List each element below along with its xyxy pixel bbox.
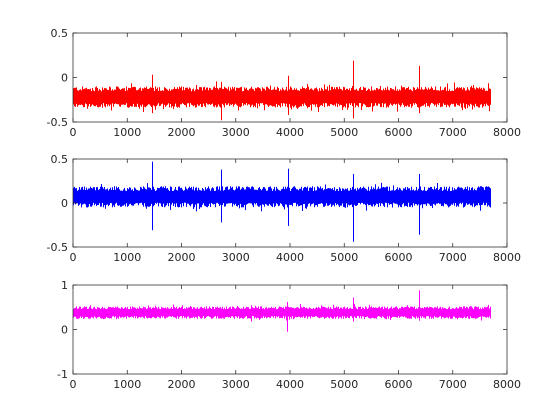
x-tick-label: 3000 bbox=[222, 378, 250, 391]
x-tick-label: 4000 bbox=[276, 251, 304, 264]
x-tick-label: 6000 bbox=[385, 378, 413, 391]
subplot-1: 0 1000 2000 3000 4000 5000 6000 7000 8000-0.500.… bbox=[47, 27, 521, 139]
x-tick-label: 7000 bbox=[439, 251, 467, 264]
plot-area bbox=[73, 33, 507, 122]
x-tick-label: 1000 bbox=[113, 378, 141, 391]
x-tick-label: 8000 bbox=[493, 378, 521, 391]
x-tick-label: 8000 bbox=[493, 251, 521, 264]
x-tick-label: 0 bbox=[70, 378, 77, 391]
x-tick-label: 4000 bbox=[276, 378, 304, 391]
x-tick-label: 7000 bbox=[439, 378, 467, 391]
series-3-line bbox=[73, 290, 491, 332]
y-tick-label: 0 bbox=[61, 197, 68, 210]
series-1-line bbox=[73, 60, 491, 121]
x-tick-label: 2000 bbox=[168, 251, 196, 264]
x-tick-label: 0 bbox=[70, 126, 77, 139]
x-tick-label: 0 bbox=[70, 251, 77, 264]
x-tick-label: 6000 bbox=[385, 126, 413, 139]
y-tick-label: -0.5 bbox=[47, 116, 68, 129]
x-tick-label: 3000 bbox=[222, 126, 250, 139]
subplot-2: 0 1000 2000 3000 4000 5000 6000 7000 8000-0.500.… bbox=[47, 153, 521, 264]
y-tick-label: 0.5 bbox=[51, 153, 69, 166]
x-tick-label: 5000 bbox=[330, 251, 358, 264]
y-tick-label: -0.5 bbox=[47, 241, 68, 254]
series-2-line bbox=[73, 161, 491, 242]
x-tick-label: 5000 bbox=[330, 378, 358, 391]
x-tick-label: 8000 bbox=[493, 126, 521, 139]
x-tick-label: 1000 bbox=[113, 251, 141, 264]
x-tick-label: 6000 bbox=[385, 251, 413, 264]
y-tick-label: 0.5 bbox=[51, 27, 69, 40]
y-tick-label: -1 bbox=[57, 368, 68, 381]
y-tick-label: 0 bbox=[61, 324, 68, 337]
x-tick-label: 5000 bbox=[330, 126, 358, 139]
x-tick-label: 2000 bbox=[168, 126, 196, 139]
x-tick-label: 7000 bbox=[439, 126, 467, 139]
x-tick-label: 2000 bbox=[168, 378, 196, 391]
x-tick-label: 4000 bbox=[276, 126, 304, 139]
plot-area bbox=[73, 285, 507, 374]
x-tick-label: 1000 bbox=[113, 126, 141, 139]
subplot-3: 0 1000 2000 3000 4000 5000 6000 7000 8000-101 bbox=[57, 279, 521, 391]
y-tick-label: 0 bbox=[61, 72, 68, 85]
x-tick-label: 3000 bbox=[222, 251, 250, 264]
y-tick-label: 1 bbox=[61, 279, 68, 292]
